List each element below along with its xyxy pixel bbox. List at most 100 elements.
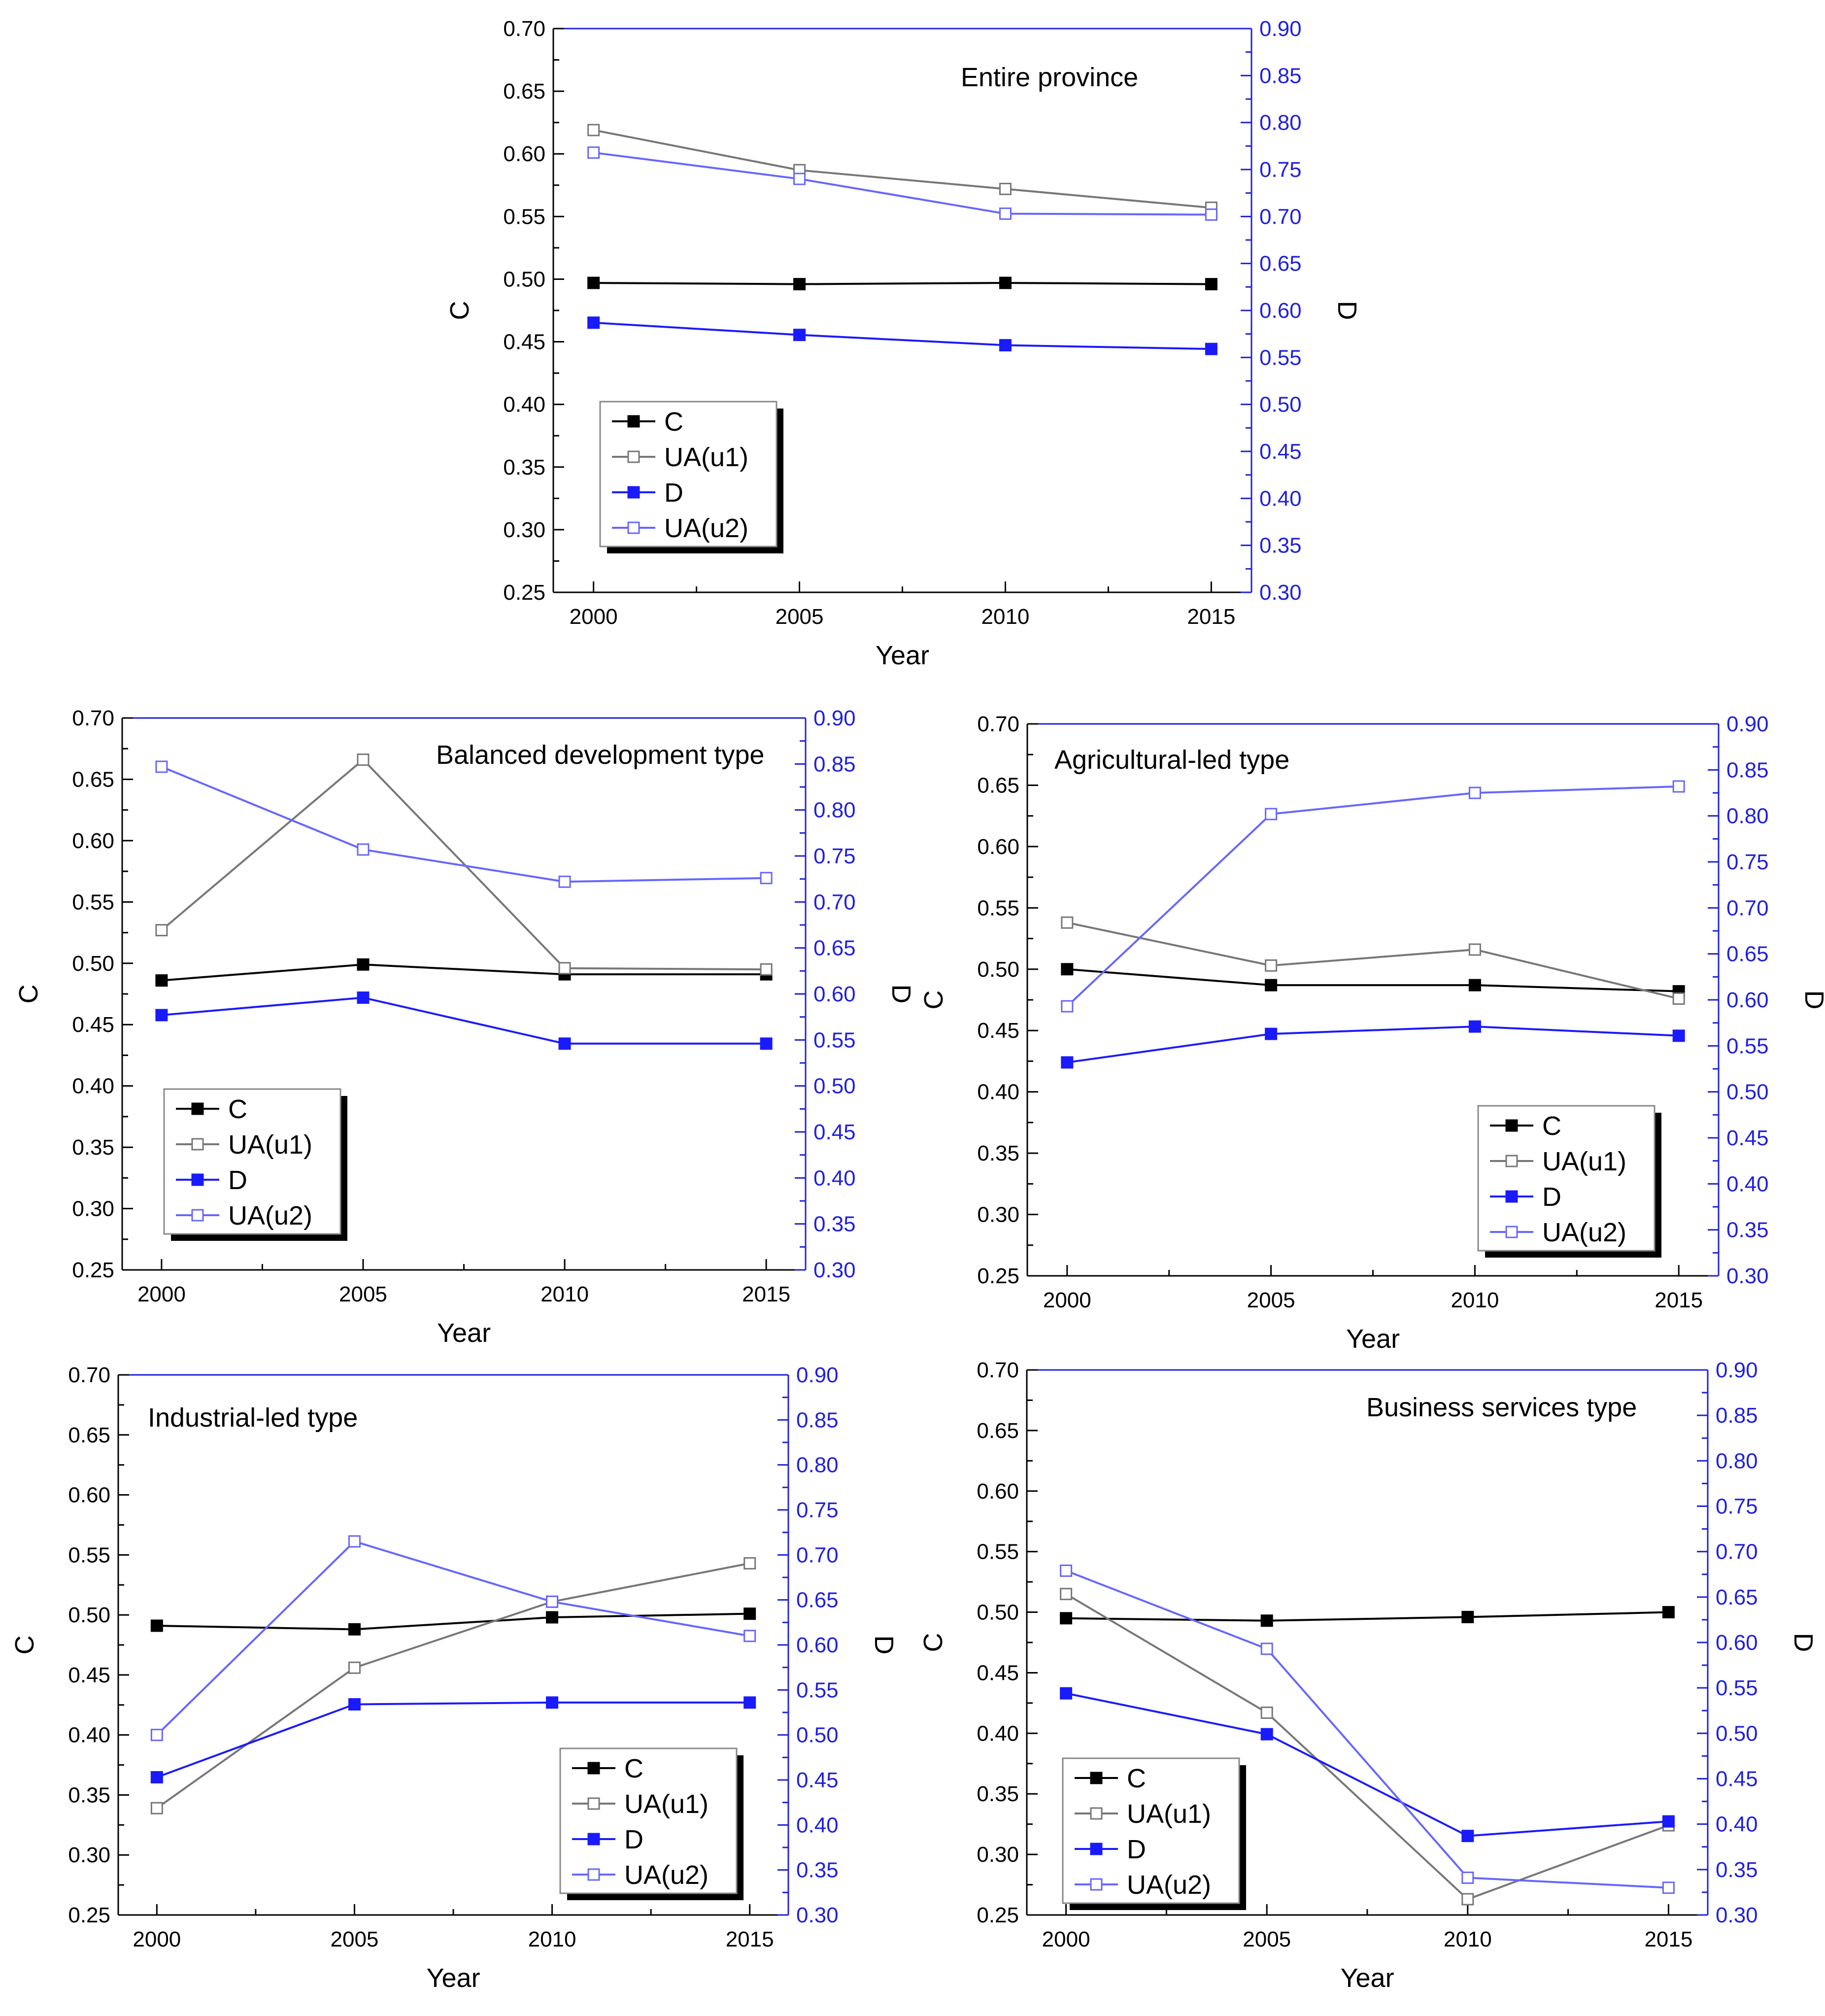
y2-tick-label: 0.70 bbox=[813, 890, 856, 914]
y-tick-label: 0.40 bbox=[72, 1074, 114, 1098]
data-point-ua-u2 bbox=[1260, 1642, 1273, 1655]
legend-label-ua-u1: UA(u1) bbox=[664, 443, 748, 472]
data-point-d bbox=[1672, 1029, 1685, 1042]
data-point-ua-u1 bbox=[1061, 916, 1074, 929]
x-tick-label: 2015 bbox=[1644, 1927, 1692, 1951]
x-axis-title: Year bbox=[1340, 1963, 1394, 1993]
chart-title: Business services type bbox=[1366, 1393, 1637, 1422]
y-tick-label: 0.50 bbox=[977, 957, 1019, 982]
y2-tick-label: 0.80 bbox=[1726, 804, 1769, 828]
data-point-d bbox=[155, 1009, 168, 1022]
y-tick-label: 0.60 bbox=[977, 1479, 1019, 1503]
data-point-ua-u2 bbox=[1265, 808, 1278, 820]
data-point-d bbox=[1060, 1687, 1073, 1700]
data-point-d bbox=[357, 991, 370, 1004]
y2-tick-label: 0.55 bbox=[813, 1028, 856, 1052]
y2-tick-label: 0.65 bbox=[1716, 1585, 1758, 1609]
data-point-c bbox=[1061, 963, 1074, 976]
y2-tick-label: 0.40 bbox=[1259, 486, 1302, 511]
legend-marker-c bbox=[627, 415, 640, 428]
legend-label-ua-u2: UA(u2) bbox=[228, 1201, 312, 1230]
y2-tick-label: 0.40 bbox=[1726, 1172, 1769, 1196]
y2-tick-label: 0.40 bbox=[796, 1813, 839, 1837]
x-tick-label: 2000 bbox=[1042, 1927, 1090, 1951]
y-tick-label: 0.30 bbox=[503, 518, 545, 542]
y2-tick-label: 0.50 bbox=[1726, 1080, 1769, 1104]
series-line-ua-u2 bbox=[593, 151, 1212, 216]
legend-label-ua-u2: UA(u2) bbox=[664, 513, 748, 543]
y-tick-label: 0.60 bbox=[68, 1483, 110, 1507]
data-point-c bbox=[1265, 979, 1278, 991]
y-tick-label: 0.70 bbox=[977, 712, 1019, 736]
series-line-d bbox=[1066, 1692, 1669, 1837]
data-point-ua-u2 bbox=[793, 172, 806, 185]
y2-tick-label: 0.70 bbox=[1726, 896, 1769, 920]
series-line-c bbox=[157, 1612, 750, 1631]
data-point-c bbox=[546, 1611, 559, 1624]
y2-tick-label: 0.70 bbox=[1259, 205, 1302, 229]
data-point-ua-u2 bbox=[558, 875, 571, 888]
legend-label-c: C bbox=[664, 407, 683, 437]
series-line-ua-u1 bbox=[161, 758, 767, 971]
y-tick-label: 0.25 bbox=[977, 1264, 1019, 1288]
data-point-ua-u2 bbox=[1662, 1881, 1675, 1894]
data-point-ua-u1 bbox=[348, 1661, 361, 1674]
series-line-c bbox=[1067, 968, 1679, 992]
y2-tick-label: 0.70 bbox=[796, 1543, 839, 1567]
x-tick-label: 2015 bbox=[726, 1927, 774, 1951]
y2-tick-label: 0.85 bbox=[1716, 1403, 1758, 1428]
legend-marker-d bbox=[1090, 1843, 1103, 1855]
x-axis-title: Year bbox=[1346, 1324, 1400, 1354]
x-tick-label: 2010 bbox=[528, 1927, 576, 1951]
series-line-ua-u1 bbox=[1065, 1593, 1669, 1901]
data-point-ua-u1 bbox=[1260, 1707, 1273, 1719]
legend-label-c: C bbox=[1542, 1111, 1561, 1141]
data-point-ua-u2 bbox=[760, 872, 773, 885]
y2-tick-label: 0.75 bbox=[1726, 850, 1769, 874]
legend-marker-ua-u1 bbox=[1090, 1807, 1103, 1820]
chart-title: Agricultural-led type bbox=[1054, 745, 1289, 775]
data-point-c bbox=[793, 278, 806, 291]
data-point-c bbox=[357, 958, 370, 971]
y-tick-label: 0.50 bbox=[503, 267, 545, 291]
y-tick-label: 0.40 bbox=[977, 1080, 1019, 1104]
data-point-d bbox=[1662, 1815, 1675, 1828]
legend-label-c: C bbox=[1127, 1764, 1146, 1793]
x-tick-label: 2015 bbox=[1187, 605, 1235, 629]
x-tick-label: 2005 bbox=[339, 1282, 387, 1306]
y2-tick-label: 0.35 bbox=[1716, 1858, 1758, 1882]
x-tick-label: 2000 bbox=[570, 605, 618, 629]
x-tick-label: 2010 bbox=[1444, 1927, 1492, 1951]
data-point-c bbox=[744, 1607, 756, 1620]
y2-tick-label: 0.70 bbox=[1716, 1540, 1758, 1564]
y-axis-title: C bbox=[445, 301, 474, 320]
y2-tick-label: 0.65 bbox=[796, 1588, 839, 1612]
legend-marker-c bbox=[587, 1762, 600, 1775]
y-tick-label: 0.60 bbox=[72, 829, 114, 853]
x-tick-label: 2005 bbox=[1247, 1288, 1295, 1312]
y-axis-title: C bbox=[918, 1633, 948, 1652]
y2-tick-label: 0.85 bbox=[1259, 64, 1302, 88]
data-point-ua-u2 bbox=[357, 843, 370, 856]
data-point-d bbox=[587, 316, 600, 329]
y2-tick-label: 0.60 bbox=[796, 1633, 839, 1657]
legend-marker-ua-u2 bbox=[1090, 1878, 1103, 1891]
y2-tick-label: 0.90 bbox=[813, 706, 856, 730]
legend-marker-ua-u1 bbox=[627, 450, 640, 463]
y2-tick-label: 0.85 bbox=[813, 752, 856, 776]
legend-label-c: C bbox=[624, 1754, 643, 1783]
legend-label-d: D bbox=[1127, 1835, 1146, 1864]
legend-label-ua-u1: UA(u1) bbox=[1542, 1147, 1626, 1176]
y2-tick-label: 0.60 bbox=[1726, 988, 1769, 1012]
legend-label-d: D bbox=[624, 1825, 643, 1854]
legend-marker-ua-u2 bbox=[587, 1868, 600, 1881]
data-point-ua-u1 bbox=[999, 182, 1012, 195]
y2-tick-label: 0.45 bbox=[796, 1768, 839, 1792]
data-point-ua-u1 bbox=[1060, 1588, 1073, 1601]
data-point-d bbox=[744, 1696, 756, 1709]
data-point-ua-u1 bbox=[1265, 959, 1278, 972]
y2-tick-label: 0.75 bbox=[813, 844, 856, 868]
y-tick-label: 0.35 bbox=[977, 1141, 1019, 1165]
y2-tick-label: 0.90 bbox=[1726, 712, 1769, 736]
x-tick-label: 2010 bbox=[1451, 1288, 1499, 1312]
